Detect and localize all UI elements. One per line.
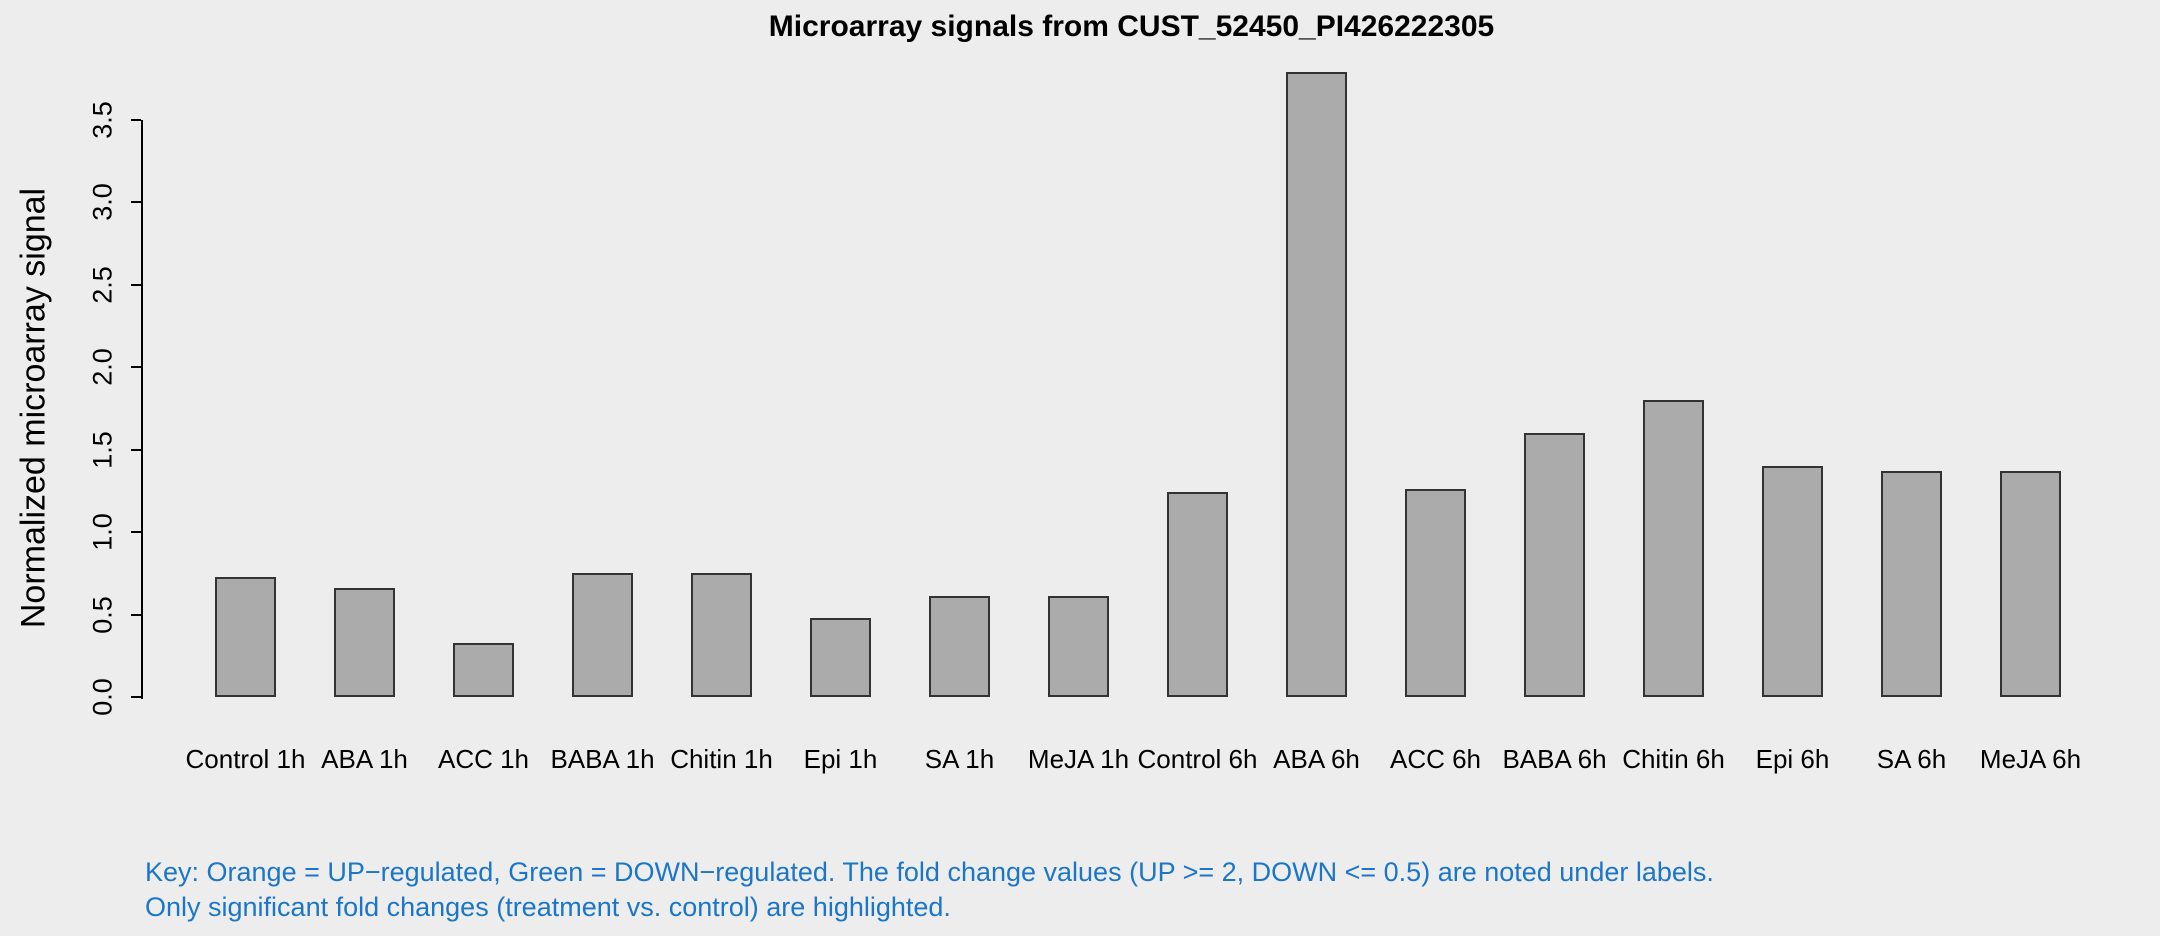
bar-chitin-6h	[1643, 400, 1704, 697]
x-label-epi-1h: Epi 1h	[803, 744, 878, 774]
y-tick-mark-0.0	[131, 696, 141, 698]
x-label-acc-1h: ACC 1h	[437, 744, 530, 774]
x-label-aba-1h: ABA 1h	[321, 744, 408, 774]
key-note-line-1: Key: Orange = UP−regulated, Green = DOWN…	[145, 857, 1714, 887]
bar-control-1h	[215, 576, 276, 697]
y-tick-mark-0.5	[131, 613, 141, 616]
bar-epi-6h	[1762, 466, 1823, 697]
x-label-meja-6h: MeJA 6h	[1979, 744, 2082, 774]
y-tick-label-text: 2.0	[87, 348, 118, 386]
x-label-control-6h: Control 6h	[1137, 744, 1258, 774]
x-label-control-1h: Control 1h	[185, 744, 306, 774]
bar-acc-6h	[1405, 489, 1466, 697]
key-note-line-2: Only significant fold changes (treatment…	[145, 892, 951, 922]
bar-epi-1h	[810, 617, 871, 697]
x-label-chitin-6h: Chitin 6h	[1622, 744, 1725, 774]
bar-sa-1h	[929, 596, 990, 697]
y-tick-mark-2.5	[131, 283, 141, 286]
x-label-chitin-1h: Chitin 1h	[670, 744, 773, 774]
y-axis-line	[141, 119, 143, 699]
y-tick-mark-1.0	[131, 531, 141, 533]
bar-baba-1h	[572, 573, 633, 697]
key-note: Key: Orange = UP−regulated, Green = DOWN…	[145, 855, 1714, 925]
bar-meja-1h	[1048, 596, 1109, 697]
bar-aba-1h	[334, 588, 395, 697]
bar-control-6h	[1167, 492, 1228, 697]
x-label-meja-1h: MeJA 1h	[1027, 744, 1130, 774]
x-label-acc-6h: ACC 6h	[1389, 744, 1482, 774]
chart-title: Microarray signals from CUST_52450_PI426…	[768, 10, 1495, 43]
bar-meja-6h	[2000, 470, 2061, 697]
y-tick-label-text: 3.0	[87, 183, 118, 221]
x-label-sa-6h: SA 6h	[1876, 744, 1947, 774]
x-label-aba-6h: ABA 6h	[1273, 744, 1360, 774]
y-tick-mark-1.5	[131, 448, 141, 451]
y-tick-label-text: 3.5	[87, 100, 118, 139]
x-label-sa-1h: SA 1h	[924, 744, 995, 774]
y-axis-label-text: Normalized microarray signal	[14, 187, 53, 629]
bar-chitin-1h	[691, 573, 752, 697]
y-tick-label-text: 0.0	[87, 678, 118, 716]
bar-acc-1h	[453, 642, 514, 697]
bar-sa-6h	[1881, 470, 1942, 697]
y-tick-mark-3.5	[131, 118, 141, 121]
y-tick-mark-3.0	[131, 201, 141, 203]
x-label-baba-6h: BABA 6h	[1502, 744, 1607, 774]
y-tick-label-text: 2.5	[87, 265, 118, 304]
y-tick-mark-2.0	[131, 366, 141, 368]
bar-baba-6h	[1524, 433, 1585, 697]
y-tick-label-text: 1.5	[87, 430, 118, 469]
y-tick-label-text: 1.0	[87, 513, 118, 551]
y-tick-label-text: 0.5	[87, 595, 118, 634]
x-label-epi-6h: Epi 6h	[1755, 744, 1830, 774]
x-label-baba-1h: BABA 1h	[550, 744, 655, 774]
bar-aba-6h	[1286, 71, 1347, 697]
